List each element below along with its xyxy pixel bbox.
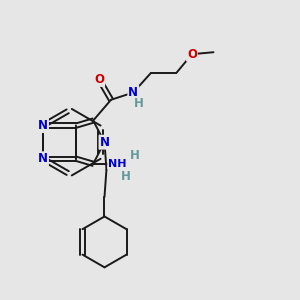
Text: H: H <box>134 97 144 110</box>
Text: N: N <box>38 152 48 165</box>
Text: N: N <box>38 119 48 132</box>
Text: O: O <box>94 73 104 86</box>
Text: H: H <box>130 149 140 162</box>
Text: N: N <box>128 86 138 99</box>
Text: H: H <box>121 170 131 183</box>
Text: N: N <box>100 136 110 149</box>
Text: NH: NH <box>108 159 127 169</box>
Text: O: O <box>187 48 197 61</box>
